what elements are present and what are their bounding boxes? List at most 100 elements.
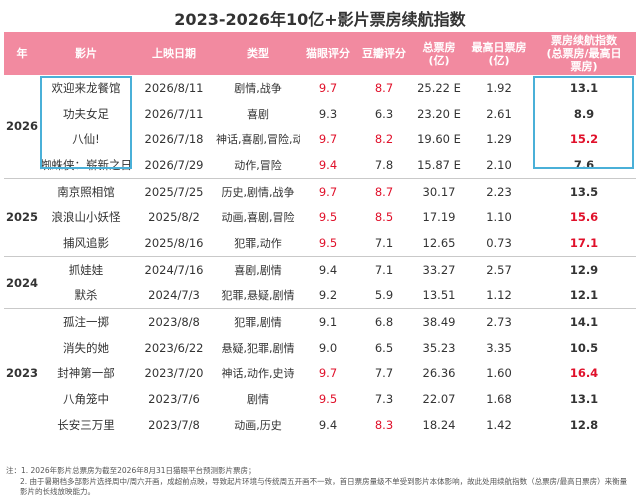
film-cell: 欢迎来龙餐馆 (51, 80, 121, 95)
film-cell: 八仙! (72, 132, 100, 147)
date-cell: 2023/7/6 (148, 392, 200, 407)
film-cell: 功夫女足 (63, 106, 109, 121)
total-box-office-cell: 17.19 (422, 210, 456, 225)
maoyan-score-cell: 9.4 (318, 417, 338, 432)
column-header: 豆瓣评分 (356, 32, 412, 75)
genre-cell: 犯罪,剧情 (216, 308, 300, 335)
douban-score-cell: 6.5 (374, 340, 394, 355)
peak-day-cell: 1.42 (486, 417, 512, 432)
table-row: 浪浪山小妖怪 2025/8/2 动画,喜剧,冒险 9.5 8.5 17.19 1.10 15.… (4, 204, 636, 230)
douban-score-cell: 7.1 (356, 255, 412, 283)
peak-day-cell: 1.29 (486, 132, 512, 147)
endurance-index-cell: 8.9 (573, 106, 595, 121)
film-cell: 消失的她 (63, 340, 109, 355)
maoyan-score-cell: 9.4 (300, 255, 356, 283)
douban-score-cell: 8.7 (374, 80, 394, 95)
endurance-index-cell: 16.4 (569, 366, 599, 381)
genre-cell: 喜剧 (247, 107, 269, 121)
maoyan-score-cell: 9.5 (318, 235, 338, 250)
date-cell: 2026/7/11 (144, 106, 204, 121)
table-row: 消失的她 2023/6/22 悬疑,犯罪,剧情 9.0 6.5 35.23 3.35 10.5 (4, 335, 636, 361)
film-cell: 抓娃娃 (40, 255, 132, 283)
table-row: 默杀 2024/7/3 犯罪,悬疑,剧情 9.2 5.9 13.51 1.12 12.1 (4, 283, 636, 309)
douban-score-cell: 7.7 (374, 366, 394, 381)
genre-cell: 犯罪,悬疑,剧情 (221, 289, 295, 303)
date-cell: 2025/8/2 (148, 210, 200, 225)
endurance-index-cell: 14.1 (532, 308, 636, 335)
film-cell: 封神第一部 (57, 366, 115, 381)
box-office-table: 年影片 上映日期 类型 猫眼评分 豆瓣评分 总票房 (亿) 最高日票房 (亿) 票房续航指数 (总票… (4, 32, 636, 438)
total-box-office-cell: 19.60 E (417, 132, 461, 147)
endurance-index-cell: 12.9 (532, 255, 636, 283)
maoyan-score-cell: 9.7 (318, 80, 338, 95)
table-row: 八仙! 2026/7/18 神话,喜剧,冒险,动画 9.7 8.2 19.60 E 1.29… (4, 126, 636, 152)
douban-score-cell: 5.9 (374, 288, 394, 303)
maoyan-score-cell: 9.7 (300, 177, 356, 205)
total-box-office-cell: 15.87 E (417, 157, 461, 172)
genre-cell: 剧情 (247, 393, 269, 407)
douban-score-cell: 7.1 (374, 235, 394, 250)
total-box-office-cell: 25.22 E (417, 80, 461, 95)
endurance-index-cell: 15.6 (569, 210, 599, 225)
total-box-office-cell: 35.23 (422, 340, 456, 355)
genre-cell: 剧情,战争 (234, 81, 282, 95)
date-cell: 2025/7/25 (132, 177, 216, 205)
year-cell: 2024 (4, 255, 40, 309)
douban-score-cell: 8.7 (356, 177, 412, 205)
header-row: 年影片 上映日期 类型 猫眼评分 豆瓣评分 总票房 (亿) 最高日票房 (亿) 票房续航指数 (总票… (4, 32, 636, 75)
maoyan-score-cell: 9.1 (300, 308, 356, 335)
peak-day-cell: 2.10 (486, 157, 512, 172)
total-box-office-cell: 38.49 (412, 308, 466, 335)
column-header: 总票房 (亿) (412, 32, 466, 75)
date-cell: 2026/7/29 (144, 157, 204, 172)
column-header: 年 (4, 32, 40, 75)
douban-score-cell: 7.3 (374, 392, 394, 407)
maoyan-score-cell: 9.2 (318, 288, 338, 303)
total-box-office-cell: 13.51 (422, 288, 456, 303)
maoyan-score-cell: 9.5 (318, 210, 338, 225)
footnote-1: 注：1. 2026年影片总票房为截至2026年8月31日猫眼平台预测影片票房； (6, 466, 256, 475)
table-row: 2024 抓娃娃 2024/7/16 喜剧,剧情 9.4 7.1 33.27 2.57 12.9 (4, 255, 636, 309)
footnotes: 注：1. 2026年影片总票房为截至2026年8月31日猫眼平台预测影片票房； … (6, 466, 634, 498)
peak-day-cell: 1.92 (486, 80, 512, 95)
endurance-index-cell: 15.2 (569, 132, 599, 147)
column-header: 影片 (40, 32, 132, 75)
endurance-index-cell: 13.5 (532, 177, 636, 205)
date-cell: 2026/7/18 (144, 132, 204, 147)
year-cell: 2026 (5, 119, 38, 134)
genre-cell: 动作,冒险 (234, 158, 282, 172)
table-row: 2026 欢迎来龙餐馆 2026/8/11 剧情,战争 9.7 8.7 25.22 E 1.9… (4, 75, 636, 134)
endurance-index-cell: 12.1 (569, 288, 599, 303)
endurance-index-cell: 12.8 (569, 417, 599, 432)
table-row: 功夫女足 2026/7/11 喜剧 9.3 6.3 23.20 E 2.61 8.9 (4, 101, 636, 127)
genre-cell: 悬疑,犯罪,剧情 (221, 341, 295, 355)
douban-score-cell: 6.3 (374, 106, 394, 121)
maoyan-score-cell: 9.3 (318, 106, 338, 121)
table-row: 2025 南京照相馆 2025/7/25 历史,剧情,战争 9.7 8.7 30.17 2.2… (4, 177, 636, 257)
footnote-2: 2. 由于暑期档多部影片选择周中/周六开画，成超前点映，导致起片环境与传统周五开… (20, 476, 628, 497)
genre-cell: 动画,喜剧,冒险 (221, 211, 295, 225)
peak-day-cell: 2.23 (466, 177, 532, 205)
film-cell: 孤注一掷 (40, 308, 132, 335)
maoyan-score-cell: 9.5 (318, 392, 338, 407)
column-header: 票房续航指数 (总票房/最高日 票房) (532, 32, 636, 75)
genre-cell: 喜剧,剧情 (216, 255, 300, 283)
endurance-index-cell: 13.1 (569, 80, 599, 95)
date-cell: 2026/8/11 (144, 80, 204, 95)
column-header: 上映日期 (132, 32, 216, 75)
date-cell: 2023/6/22 (144, 340, 204, 355)
maoyan-score-cell: 9.4 (318, 157, 338, 172)
date-cell: 2024/7/16 (132, 255, 216, 283)
highlight-box-index (533, 76, 634, 169)
peak-day-cell: 2.61 (486, 106, 512, 121)
total-box-office-cell: 22.07 (422, 392, 456, 407)
highlight-box-films (40, 76, 132, 169)
film-cell: 浪浪山小妖怪 (51, 210, 121, 225)
peak-day-cell: 3.35 (486, 340, 512, 355)
year-cell: 2023 (4, 308, 40, 438)
column-header: 最高日票房 (亿) (466, 32, 532, 75)
maoyan-score-cell: 9.7 (318, 366, 338, 381)
peak-day-cell: 2.73 (466, 308, 532, 335)
douban-score-cell: 8.2 (374, 132, 394, 147)
column-header: 类型 (216, 32, 300, 75)
